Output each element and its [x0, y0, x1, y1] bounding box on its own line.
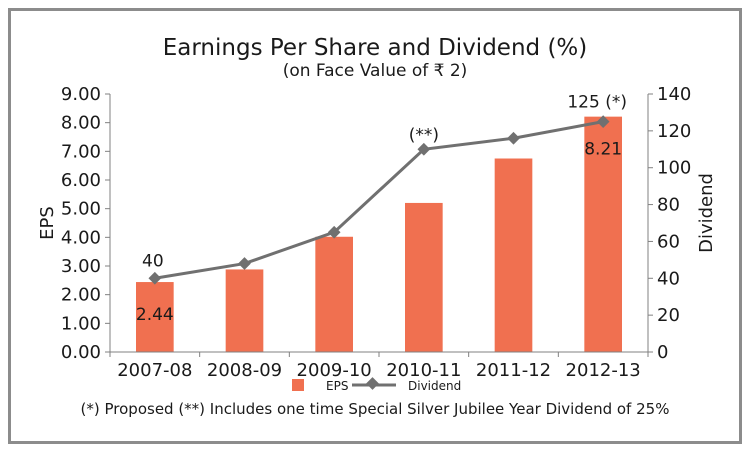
- y-tick-label: 5.00: [61, 199, 101, 220]
- dividend-point: [148, 271, 162, 285]
- x-tick-label: 2012-13: [566, 360, 641, 381]
- y-tick-label: 2.00: [61, 285, 101, 306]
- legend-dividend-marker: [366, 377, 379, 390]
- legend-dividend-label: Dividend: [408, 379, 461, 393]
- y2-tick-label: 60: [657, 231, 680, 252]
- dividend-point: [507, 131, 520, 145]
- x-tick-label: 2007-08: [117, 360, 192, 381]
- eps-bar: [584, 116, 622, 352]
- y2-tick-label: 40: [657, 268, 680, 289]
- eps-bar: [225, 269, 264, 352]
- y2-tick-label: 80: [657, 195, 680, 216]
- y-tick-label: 6.00: [61, 170, 101, 191]
- y-tick-label: 8.00: [61, 113, 101, 134]
- y-tick-label: 4.00: [61, 227, 101, 248]
- eps-bar: [315, 236, 353, 352]
- y-tick-label: 7.00: [61, 141, 101, 162]
- dividend-line: [154, 120, 604, 280]
- y-tick-label: 3.00: [61, 256, 101, 277]
- x-tick-label: 2011-12: [476, 360, 551, 381]
- x-tick-label: 2010-11: [386, 360, 461, 381]
- x-tick-label: 2008-09: [207, 360, 282, 381]
- dividend-label-2007-08: 40: [142, 251, 164, 271]
- dividend-point: [327, 225, 341, 239]
- y-axis-label: EPS: [37, 206, 58, 240]
- eps-bar: [405, 202, 443, 352]
- eps-label-2012-13: 8.21: [584, 140, 622, 160]
- chart-subtitle: (on Face Value of ₹ 2): [283, 61, 468, 81]
- dividend-label-2012-13: 125 (*): [567, 93, 627, 113]
- y-tick-label: 9.00: [61, 84, 101, 105]
- chart-title: Earnings Per Share and Dividend (%): [163, 35, 588, 61]
- y2-tick-label: 120: [657, 121, 691, 142]
- y-tick-label: 0.00: [61, 342, 101, 363]
- eps-bar: [494, 158, 533, 352]
- eps-bar: [136, 282, 174, 352]
- footnote: (*) Proposed (**) Includes one time Spec…: [81, 400, 670, 418]
- y2-axis-label: Dividend: [696, 173, 717, 253]
- legend-eps-label: EPS: [326, 379, 348, 393]
- dividend-label-2010-11: (**): [409, 125, 439, 145]
- legend-eps-swatch: [292, 379, 304, 391]
- y-tick-label: 1.00: [61, 313, 101, 334]
- y2-tick-label: 100: [657, 158, 691, 179]
- eps-label-2007-08: 2.44: [136, 305, 174, 325]
- dividend-point: [417, 142, 431, 156]
- y2-tick-label: 0: [657, 342, 668, 363]
- x-tick-label: 2009-10: [297, 360, 372, 381]
- dividend-point: [238, 257, 251, 270]
- y2-tick-label: 140: [657, 84, 691, 105]
- y2-tick-label: 20: [657, 305, 680, 326]
